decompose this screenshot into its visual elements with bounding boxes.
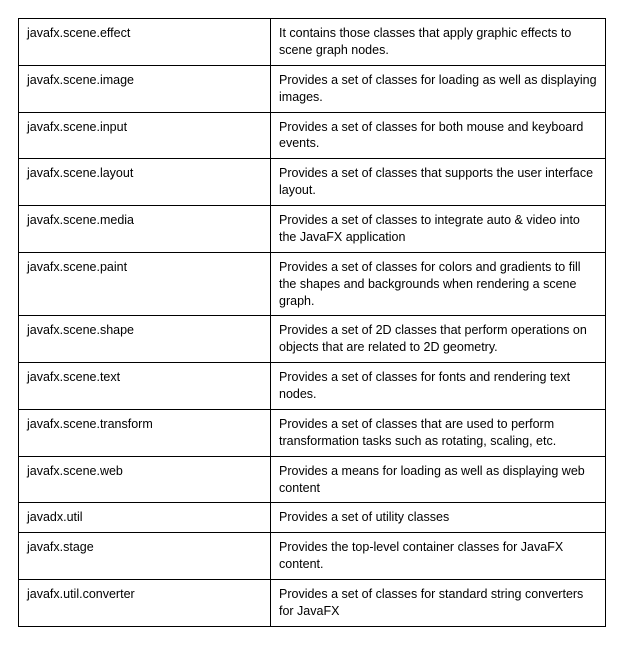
- package-cell: javadx.util: [19, 503, 271, 533]
- package-cell: javafx.util.converter: [19, 580, 271, 627]
- package-cell: javafx.scene.layout: [19, 159, 271, 206]
- table-row: javafx.scene.transform Provides a set of…: [19, 409, 606, 456]
- description-cell: Provides a means for loading as well as …: [271, 456, 606, 503]
- table-row: javafx.scene.image Provides a set of cla…: [19, 65, 606, 112]
- package-cell: javafx.scene.shape: [19, 316, 271, 363]
- package-cell: javafx.scene.text: [19, 363, 271, 410]
- package-cell: javafx.scene.transform: [19, 409, 271, 456]
- description-cell: It contains those classes that apply gra…: [271, 19, 606, 66]
- table-row: javafx.scene.paint Provides a set of cla…: [19, 252, 606, 316]
- description-cell: Provides a set of 2D classes that perfor…: [271, 316, 606, 363]
- description-cell: Provides a set of classes that supports …: [271, 159, 606, 206]
- packages-table: javafx.scene.effect It contains those cl…: [18, 18, 606, 627]
- description-cell: Provides a set of classes for colors and…: [271, 252, 606, 316]
- description-cell: Provides a set of classes to integrate a…: [271, 206, 606, 253]
- description-cell: Provides a set of classes for standard s…: [271, 580, 606, 627]
- package-cell: javafx.scene.web: [19, 456, 271, 503]
- description-cell: Provides a set of classes for loading as…: [271, 65, 606, 112]
- description-cell: Provides a set of utility classes: [271, 503, 606, 533]
- table-row: javafx.scene.input Provides a set of cla…: [19, 112, 606, 159]
- table-row: javafx.scene.text Provides a set of clas…: [19, 363, 606, 410]
- description-cell: Provides a set of classes for fonts and …: [271, 363, 606, 410]
- package-cell: javafx.scene.input: [19, 112, 271, 159]
- table-row: javafx.util.converter Provides a set of …: [19, 580, 606, 627]
- description-cell: Provides the top-level container classes…: [271, 533, 606, 580]
- table-row: javafx.stage Provides the top-level cont…: [19, 533, 606, 580]
- table-row: javafx.scene.shape Provides a set of 2D …: [19, 316, 606, 363]
- table-row: javafx.scene.effect It contains those cl…: [19, 19, 606, 66]
- package-cell: javafx.scene.image: [19, 65, 271, 112]
- packages-table-body: javafx.scene.effect It contains those cl…: [19, 19, 606, 627]
- description-cell: Provides a set of classes for both mouse…: [271, 112, 606, 159]
- table-row: javafx.scene.layout Provides a set of cl…: [19, 159, 606, 206]
- package-cell: javafx.scene.effect: [19, 19, 271, 66]
- table-row: javafx.scene.media Provides a set of cla…: [19, 206, 606, 253]
- package-cell: javafx.scene.media: [19, 206, 271, 253]
- table-row: javafx.scene.web Provides a means for lo…: [19, 456, 606, 503]
- package-cell: javafx.stage: [19, 533, 271, 580]
- package-cell: javafx.scene.paint: [19, 252, 271, 316]
- description-cell: Provides a set of classes that are used …: [271, 409, 606, 456]
- table-row: javadx.util Provides a set of utility cl…: [19, 503, 606, 533]
